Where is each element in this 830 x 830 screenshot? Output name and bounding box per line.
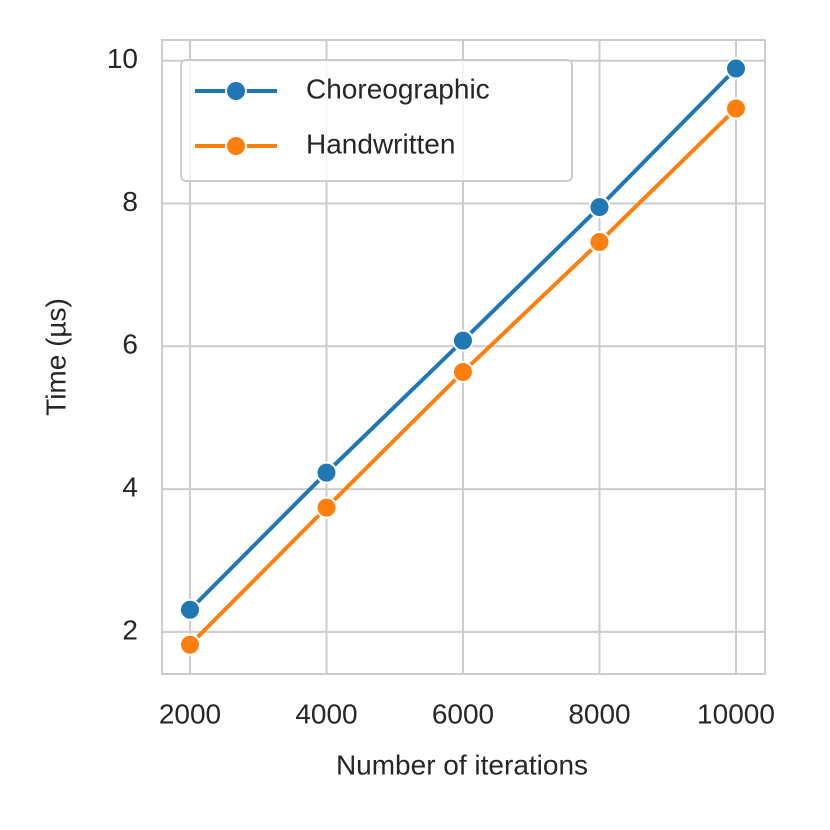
plot-frame: [161, 39, 766, 675]
legend: Choreographic Handwritten: [180, 59, 573, 182]
data-point: [724, 97, 747, 120]
data-point: [588, 196, 611, 219]
y-tick-label: 8: [122, 186, 138, 217]
legend-marker: [225, 80, 247, 102]
x-axis-label: Number of iterations: [336, 749, 588, 780]
y-tick-label: 4: [122, 471, 138, 502]
data-point: [588, 231, 611, 254]
legend-marker: [225, 135, 247, 157]
legend-box: [180, 59, 573, 182]
y-tick-label: 6: [122, 329, 138, 360]
x-tick-label: 10000: [697, 698, 775, 729]
data-point: [315, 496, 338, 519]
data-point: [178, 598, 201, 621]
x-tick-label: 8000: [568, 698, 630, 729]
legend-label: Choreographic: [306, 73, 490, 104]
x-tick-label: 6000: [432, 698, 494, 729]
legend-label: Handwritten: [306, 128, 455, 159]
y-tick-label: 2: [122, 614, 138, 645]
data-point: [315, 461, 338, 484]
data-point: [451, 360, 474, 383]
y-tick-label: 10: [107, 43, 138, 74]
data-point: [451, 329, 474, 352]
x-tick-label: 4000: [295, 698, 357, 729]
data-point: [724, 57, 747, 80]
data-point: [178, 633, 201, 656]
x-tick-label: 2000: [159, 698, 221, 729]
y-axis-label: Time (µs): [40, 298, 71, 416]
